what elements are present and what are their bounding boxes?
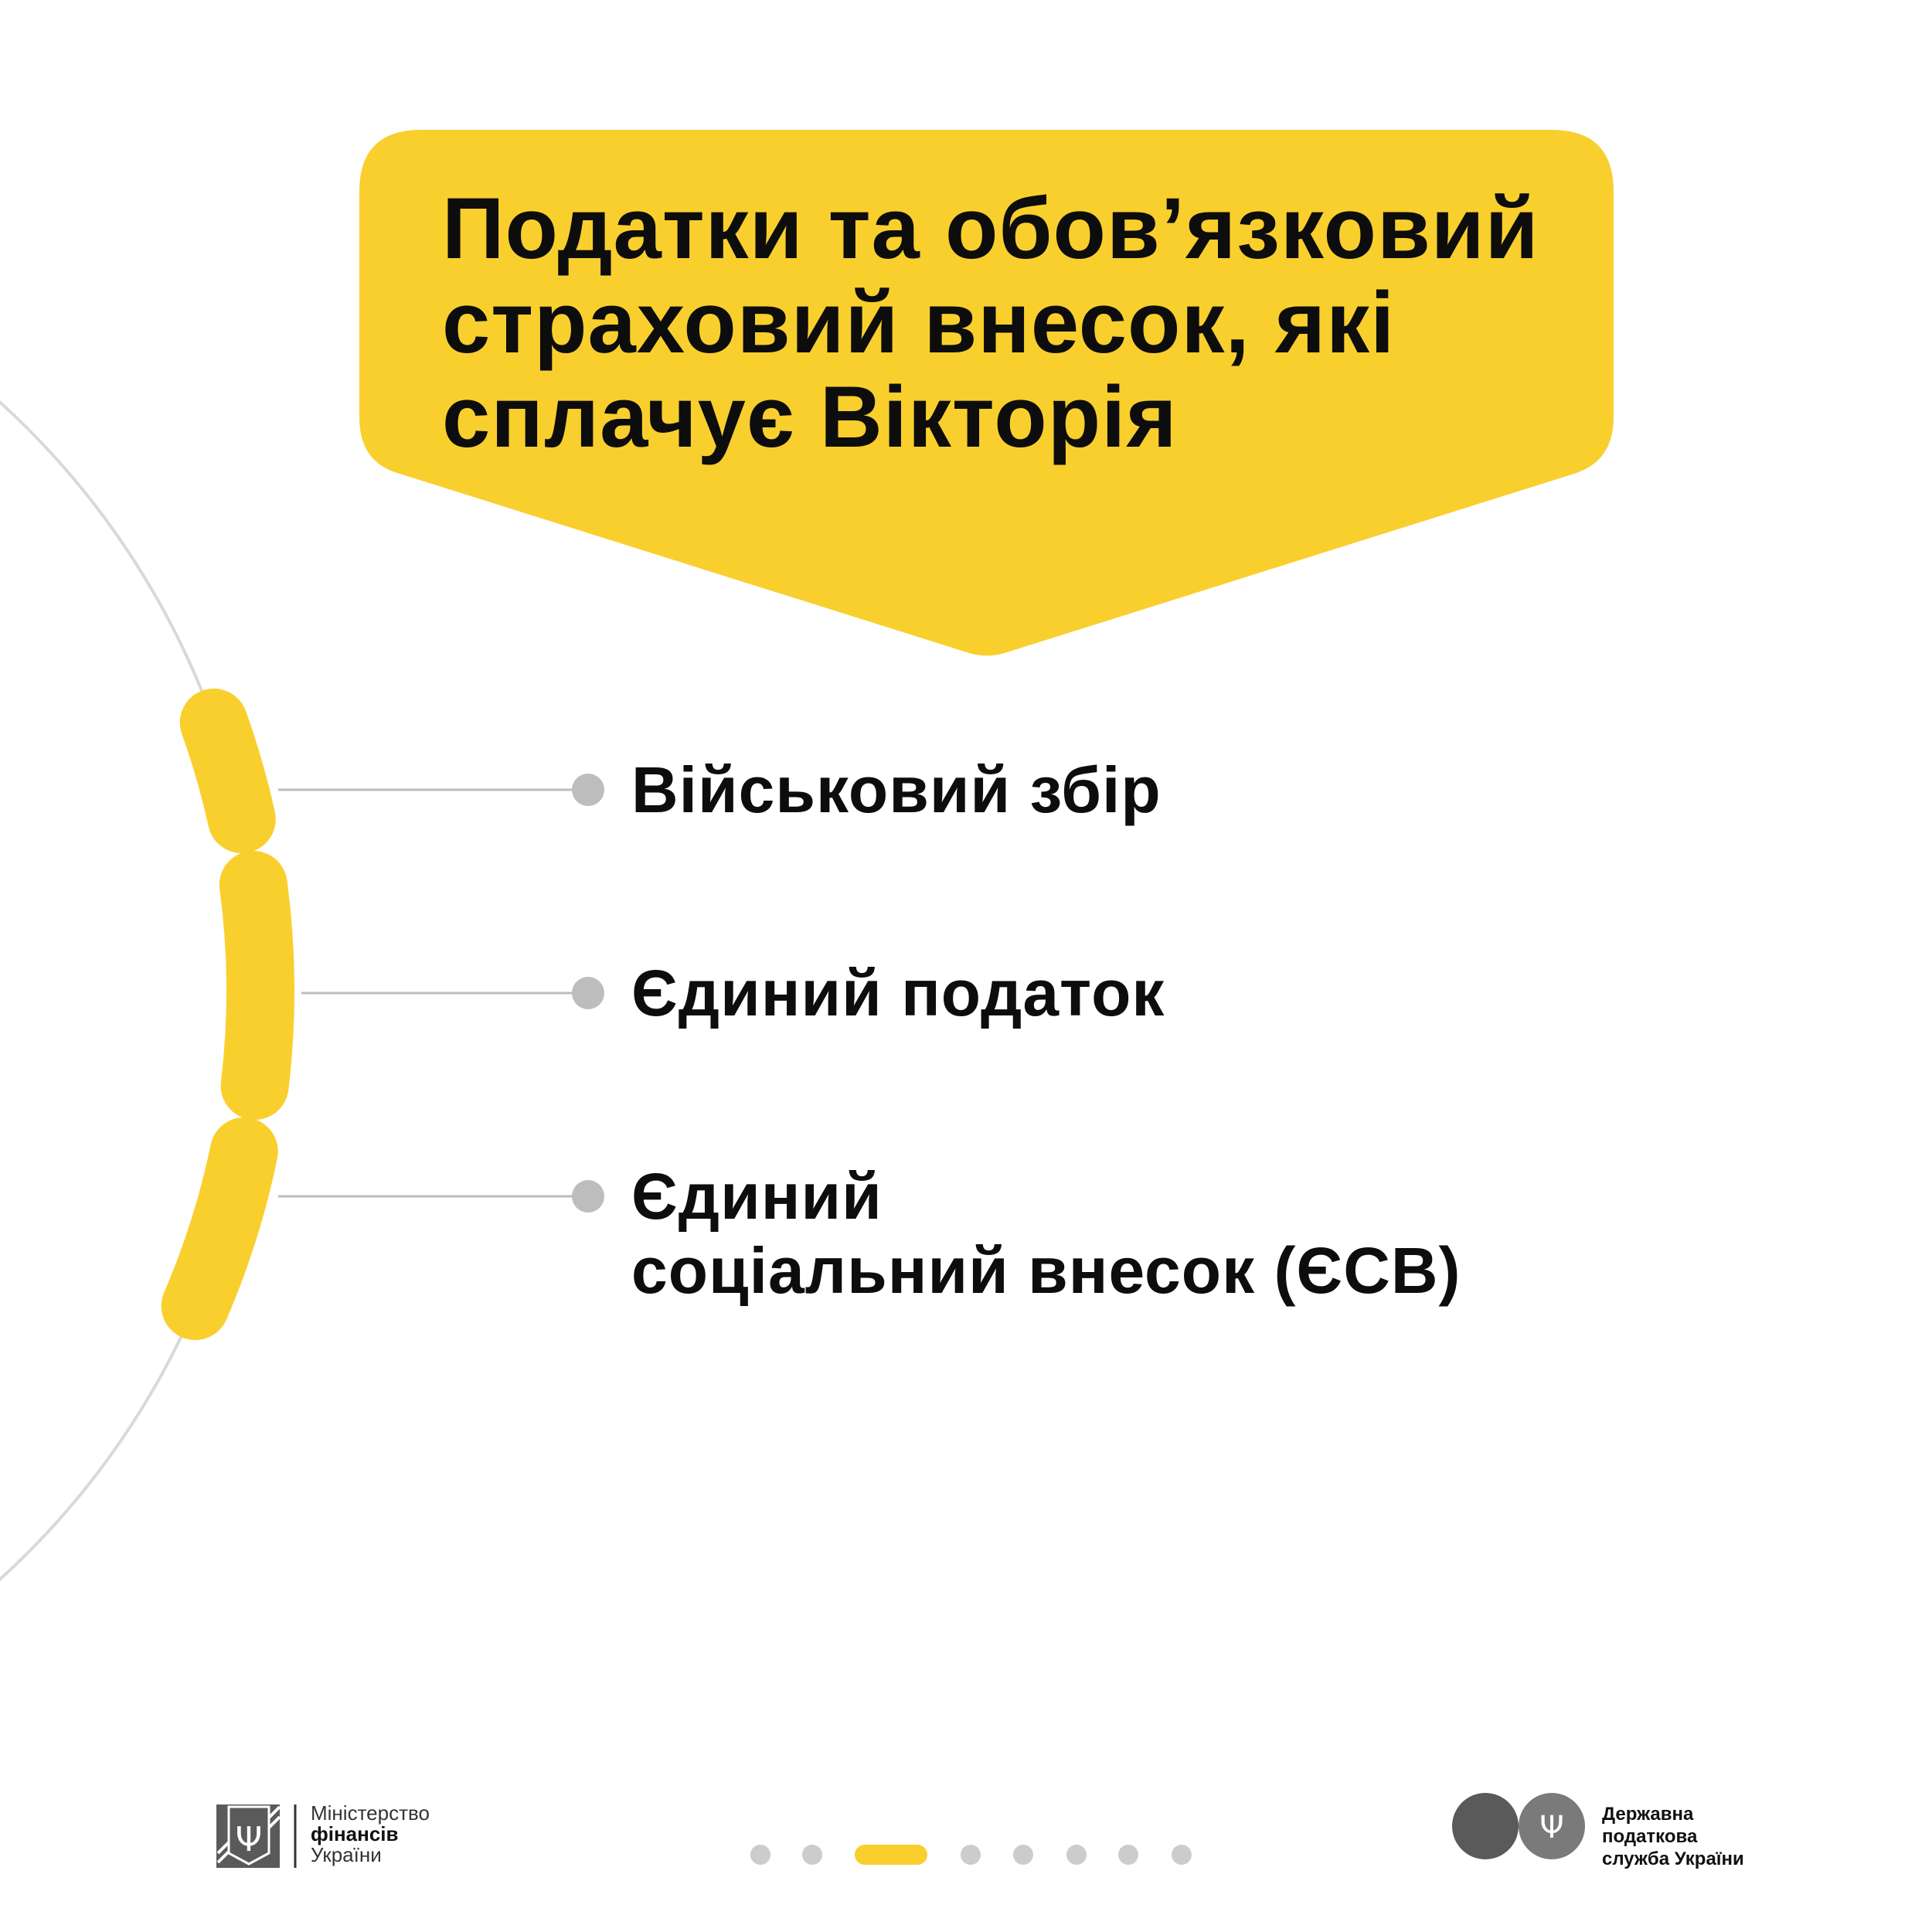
dps-line: податкова (1602, 1826, 1698, 1847)
item-label: Єдиний (631, 1160, 883, 1233)
dps-line: служба України (1602, 1849, 1744, 1869)
title-line: страховий внесок, які (442, 274, 1396, 371)
pagination (750, 1845, 1192, 1865)
minfin-logo: Ψ (216, 1804, 297, 1868)
minfin-line: України (311, 1843, 382, 1866)
page-indicator-3[interactable] (855, 1845, 927, 1865)
bullet-dot-3 (572, 1180, 604, 1213)
page-indicator-7[interactable] (1118, 1845, 1138, 1865)
page-indicator-1[interactable] (750, 1845, 770, 1865)
title-line: сплачує Вікторія (442, 369, 1178, 465)
bullet-dot-2 (572, 977, 604, 1009)
list-item-single-tax: Єдиний податок (631, 956, 1165, 1030)
trident-icon: Ψ (236, 1820, 263, 1859)
list-item-military-levy: Військовий збір (631, 753, 1162, 827)
minfin-name: Міністерство фінансів України (311, 1803, 430, 1866)
title-line: Податки та обов’язковий (442, 180, 1539, 277)
dps-line: Державна (1602, 1804, 1694, 1825)
page-indicator-5[interactable] (1013, 1845, 1033, 1865)
page-indicator-8[interactable] (1172, 1845, 1192, 1865)
bullet-dot-1 (572, 774, 604, 806)
page-title: Податки та обов’язковий страховий внесок… (442, 182, 1539, 464)
dps-name: Державна податкова служба України (1602, 1803, 1744, 1870)
page-indicator-6[interactable] (1066, 1845, 1087, 1865)
dps-logo: Ψ (1452, 1793, 1585, 1859)
item-label: соціальний внесок (ЄСВ) (631, 1234, 1461, 1307)
minfin-line: Міністерство (311, 1801, 430, 1825)
decorative-circle (0, 400, 262, 1581)
list-item-social-contribution: Єдиний соціальний внесок (ЄСВ) (631, 1159, 1461, 1308)
yellow-arc-segment-1 (179, 689, 276, 853)
yellow-arc-segment-2 (219, 851, 294, 1120)
yellow-arc-segment-3 (161, 1117, 278, 1340)
item-label: Єдиний податок (631, 957, 1165, 1029)
title-banner (359, 130, 1614, 656)
page-indicator-4[interactable] (961, 1845, 981, 1865)
minfin-line: фінансів (311, 1822, 399, 1845)
page-indicator-2[interactable] (802, 1845, 822, 1865)
trident-icon: Ψ (1539, 1810, 1563, 1845)
item-label: Військовий збір (631, 753, 1162, 826)
